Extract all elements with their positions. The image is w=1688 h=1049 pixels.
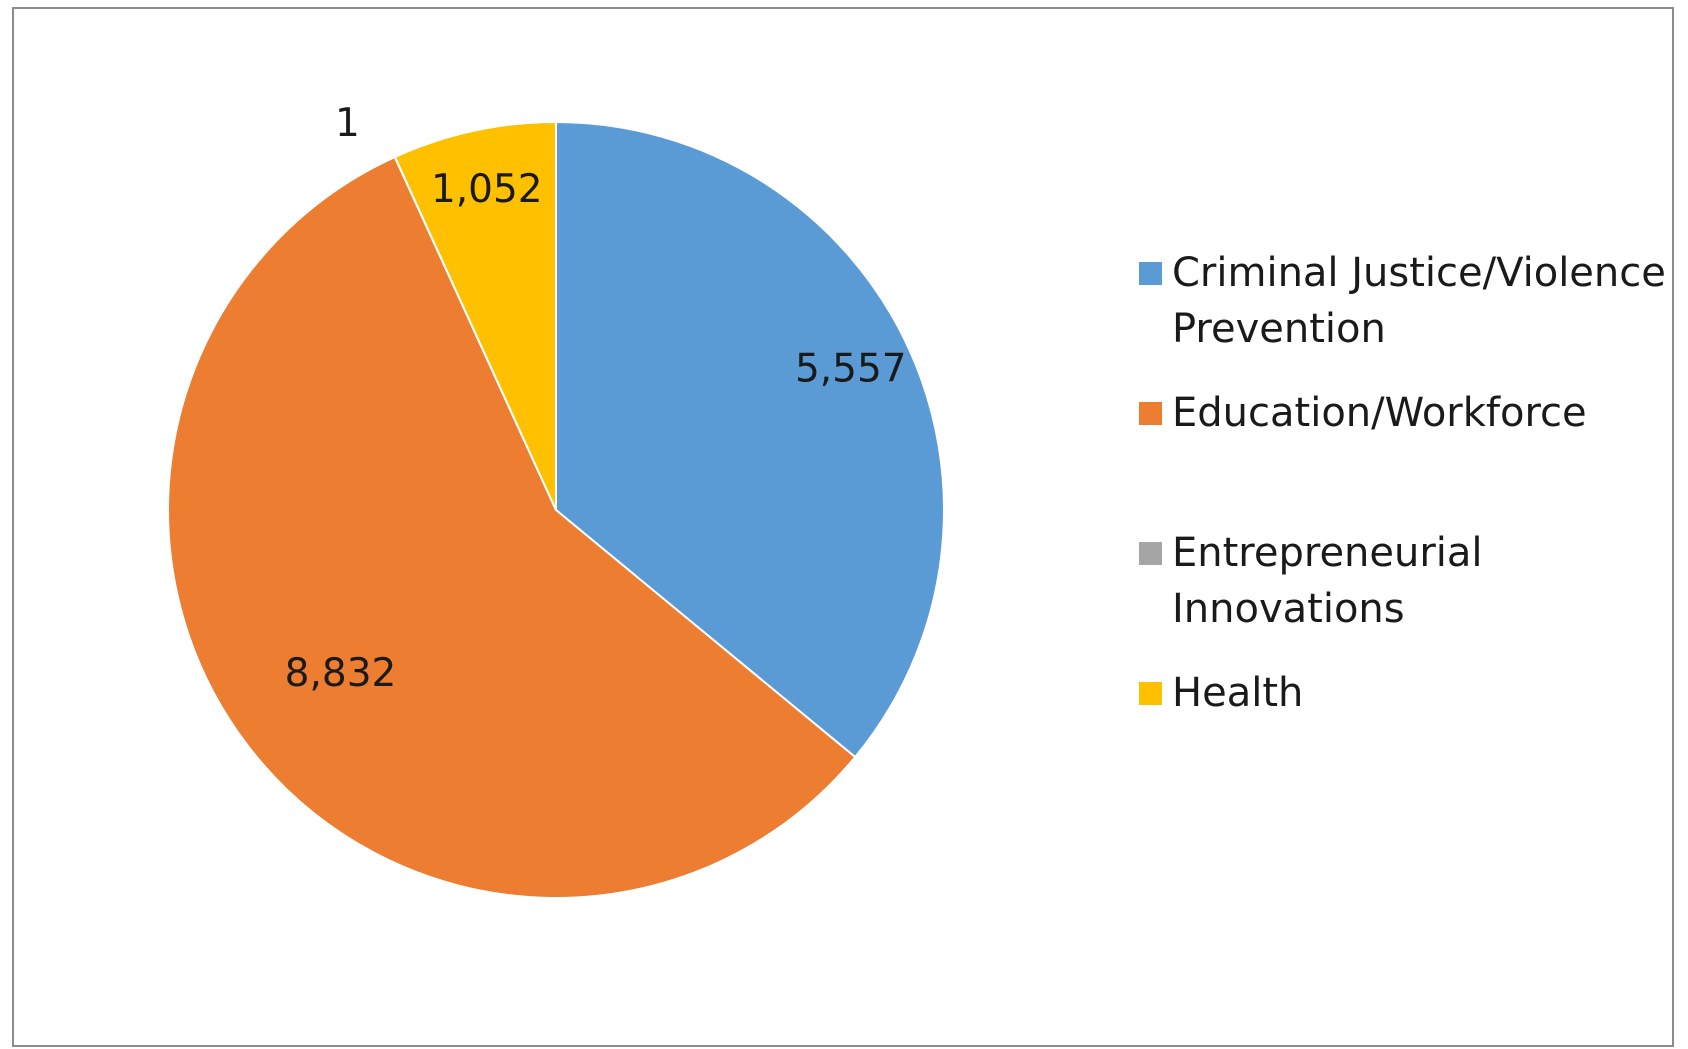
pie-data-labels: 5,557 8,832 1 1,052 [285, 101, 907, 696]
legend-item-education-workforce: Education/Workforce [1139, 385, 1672, 441]
pie-slice-education-workforce [166, 156, 857, 899]
legend-item-health: Health [1139, 665, 1672, 721]
legend-label: Education/Workforce [1172, 390, 1587, 436]
data-label-criminal-justice-violence-prevention: 5,557 [795, 347, 907, 392]
chart-area: 5,557 8,832 1 1,052 Criminal Justice/Violen… [12, 7, 1674, 1047]
data-label-health: 1,052 [431, 167, 543, 212]
data-label-entrepreneurial-innovations: 1 [335, 101, 360, 146]
legend-label: Health [1172, 670, 1304, 716]
legend-item-entrepreneurial-innovations: Entrepreneurial Innovations [1139, 525, 1672, 637]
pie-slice-health [393, 121, 557, 511]
legend-swatch [1139, 542, 1162, 565]
pie-slices [166, 121, 945, 899]
legend-swatch [1139, 262, 1162, 285]
pie-chart: 5,557 8,832 1 1,052 [166, 101, 945, 899]
legend-swatch [1139, 682, 1162, 705]
pie-slice-criminal-justice-violence-prevention [555, 121, 945, 759]
legend-label: Entrepreneurial Innovations [1172, 530, 1483, 632]
legend-swatch [1139, 402, 1162, 425]
data-label-education-workforce: 8,832 [285, 651, 397, 696]
legend-item-criminal-justice-violence-prevention: Criminal Justice/Violence Prevention [1139, 245, 1672, 357]
legend-label: Criminal Justice/Violence Prevention [1172, 250, 1666, 352]
